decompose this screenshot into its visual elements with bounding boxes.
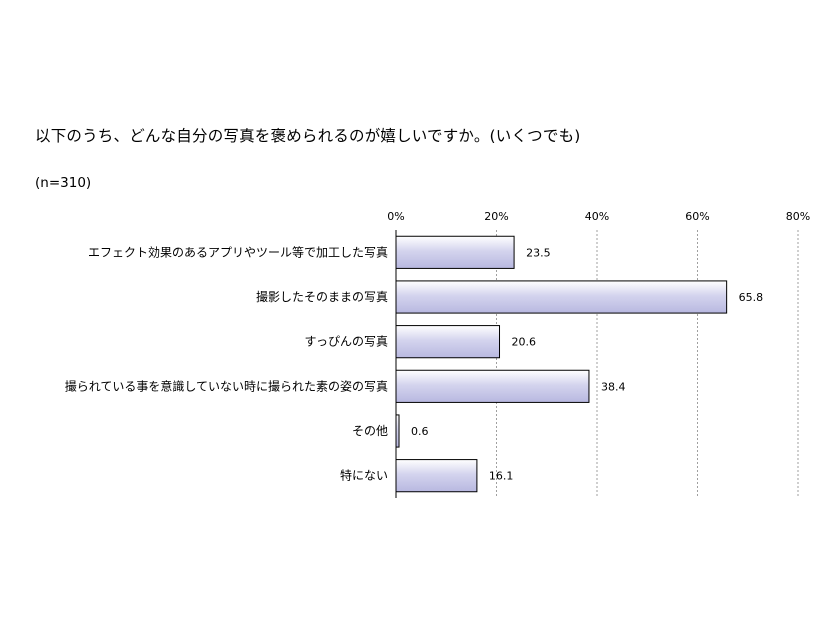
x-tick-label-3: 60% [685, 210, 709, 223]
bar-3 [395, 369, 590, 403]
value-label-5: 16.1 [489, 470, 513, 483]
bar-5 [395, 459, 478, 493]
chart-title: 以下のうち、どんな自分の写真を褒められるのが嬉しいですか。(いくつでも) [35, 127, 581, 145]
value-label-0: 23.5 [526, 246, 551, 259]
category-label-1: 撮影したそのままの写真 [256, 290, 388, 304]
bar-2 [395, 325, 501, 359]
x-tick-label-2: 40% [585, 210, 609, 223]
value-label-4: 0.6 [411, 425, 429, 438]
bar-0 [395, 235, 515, 269]
sample-size-label: (n=310) [35, 175, 92, 191]
value-label-2: 20.6 [512, 336, 537, 349]
category-label-5: 特にない [340, 468, 388, 483]
x-tick-label-1: 20% [484, 210, 508, 223]
x-tick-label-0: 0% [387, 210, 404, 223]
category-label-4: その他 [352, 424, 388, 438]
x-tick-label-4: 80% [786, 210, 810, 223]
bar-1 [395, 280, 728, 314]
value-label-3: 38.4 [601, 380, 626, 393]
category-label-3: 撮られている事を意識していない時に撮られた素の姿の写真 [65, 378, 388, 393]
category-label-2: すっぴんの写真 [304, 335, 388, 349]
value-label-1: 65.8 [739, 291, 764, 304]
category-label-0: エフェクト効果のあるアプリやツール等で加工した写真 [88, 244, 388, 259]
